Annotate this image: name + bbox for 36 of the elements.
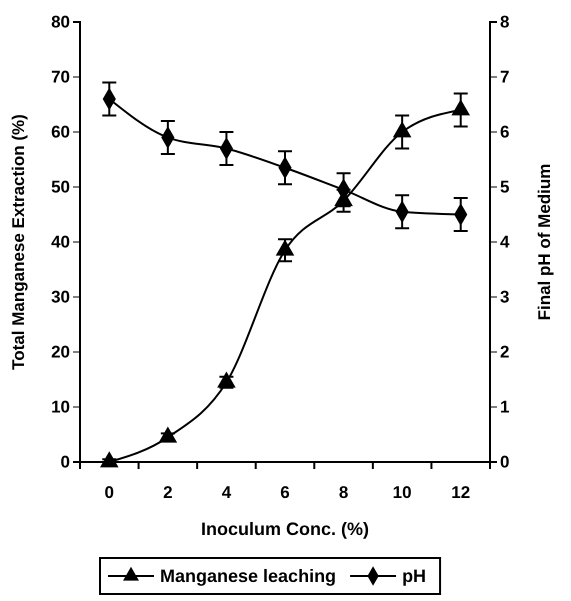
point — [451, 99, 470, 116]
x-tick-label: 2 — [163, 483, 173, 502]
y-tick-label: 60 — [51, 122, 70, 142]
point — [392, 121, 412, 138]
point — [158, 426, 178, 443]
y-tick-label: 80 — [51, 12, 70, 32]
point — [217, 372, 236, 388]
y2-tick-label: 2 — [500, 342, 510, 362]
y-tick-label: 40 — [51, 232, 70, 252]
y-tick-label: 70 — [51, 67, 70, 86]
x-tick-label: 4 — [222, 483, 232, 502]
y2-tick-label: 1 — [500, 397, 510, 416]
y2-axis-title: Final pH of Medium — [535, 164, 554, 320]
point — [276, 240, 294, 256]
y2-tick-label: 8 — [500, 12, 510, 32]
y2-tick-label: 7 — [500, 67, 510, 86]
x-tick-label: 6 — [280, 483, 290, 502]
y2-tick-label: 5 — [500, 177, 510, 196]
x-tick-label: 0 — [104, 483, 114, 502]
x-axis-title: Inoculum Conc. (%) — [201, 519, 369, 539]
x-tick-label: 8 — [338, 483, 348, 502]
y-axis-title: Total Manganese Extraction (%) — [9, 114, 28, 370]
y2-tick-label: 6 — [500, 122, 510, 142]
legend-label: pH — [402, 566, 426, 586]
y-tick-label: 30 — [51, 287, 70, 306]
y-tick-label: 0 — [60, 452, 70, 472]
legend-label: Manganese leaching — [160, 566, 336, 586]
y2-tick-label: 4 — [500, 232, 510, 252]
y-tick-label: 20 — [51, 342, 70, 362]
y-tick-label: 10 — [51, 397, 70, 416]
point — [100, 451, 119, 468]
x-tick-label: 12 — [451, 483, 470, 502]
y2-tick-label: 3 — [500, 287, 510, 306]
y2-tick-label: 0 — [500, 452, 510, 472]
x-tick-label: 10 — [392, 483, 412, 502]
y-tick-label: 50 — [51, 177, 70, 196]
